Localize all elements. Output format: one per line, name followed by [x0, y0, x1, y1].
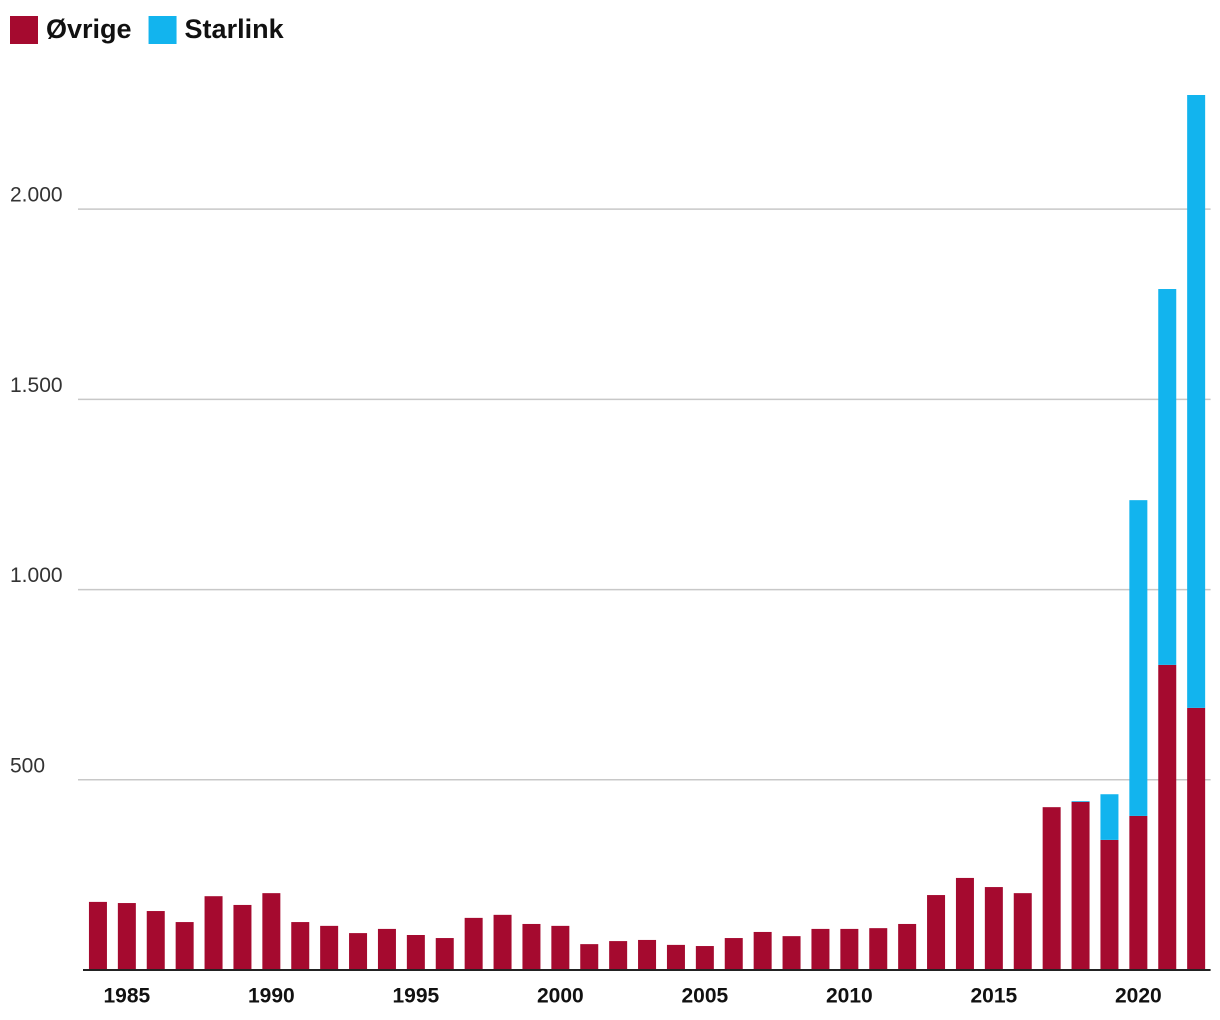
- bar-segment: [753, 931, 772, 970]
- bar-segment: [1071, 801, 1090, 802]
- bar-segment: [1158, 664, 1177, 970]
- bar-segment: [840, 928, 859, 970]
- y-tick-label: 1.500: [10, 374, 63, 397]
- bar-segment: [869, 928, 888, 970]
- bar-segment: [1187, 707, 1206, 970]
- bar-segment: [88, 901, 107, 970]
- x-tick-label: 1990: [248, 985, 295, 1008]
- bar-segment: [175, 922, 194, 970]
- bar-segment: [146, 911, 165, 970]
- bar-segment: [724, 938, 743, 970]
- bar-segment: [349, 933, 368, 970]
- bar-segment: [493, 914, 512, 970]
- x-tick-label: 1985: [103, 985, 150, 1008]
- x-tick-label: 2020: [1115, 985, 1162, 1008]
- bar-segment: [1100, 839, 1119, 970]
- bar-segment: [984, 887, 1003, 970]
- bar-segment: [117, 903, 136, 970]
- bar-segment: [1158, 289, 1177, 665]
- x-tick-label: 1995: [392, 985, 439, 1008]
- y-tick-label: 1.000: [10, 564, 63, 587]
- x-tick-label: 2010: [826, 985, 873, 1008]
- bar-segment: [377, 928, 396, 970]
- x-tick-label: 2015: [970, 985, 1017, 1008]
- bar-segment: [695, 946, 714, 970]
- legend-swatch: [10, 16, 38, 44]
- bar-segment: [1129, 815, 1148, 970]
- bar-segment: [464, 917, 483, 970]
- bar-segment: [782, 936, 801, 970]
- bar-segment: [320, 925, 339, 970]
- y-tick-label: 2.000: [10, 184, 63, 207]
- bar-segment: [666, 944, 685, 970]
- bar-segment: [406, 935, 425, 970]
- legend-label: Starlink: [185, 14, 285, 44]
- bar-segment: [522, 923, 541, 970]
- bar-segment: [1100, 794, 1119, 840]
- legend-swatch: [148, 16, 177, 44]
- x-tick-label: 2000: [537, 985, 584, 1008]
- bar-segment: [204, 896, 223, 970]
- bar-segment: [1129, 500, 1148, 816]
- bar-segment: [262, 893, 281, 970]
- bar-segment: [1013, 893, 1032, 970]
- bar-segment: [580, 944, 599, 970]
- bar-segment: [609, 941, 628, 970]
- bar-segment: [1071, 801, 1090, 970]
- legend-label: Øvrige: [46, 14, 132, 44]
- bar-segment: [955, 877, 974, 970]
- bar-segment: [1042, 807, 1061, 970]
- x-tick-label: 2005: [681, 985, 728, 1008]
- bar-segment: [638, 939, 657, 970]
- bar-segment: [233, 904, 252, 970]
- bar-segment: [898, 923, 917, 970]
- y-tick-label: 500: [10, 754, 45, 777]
- bar-segment: [1187, 95, 1206, 708]
- bar-segment: [551, 925, 570, 970]
- bar-segment: [435, 938, 454, 970]
- bar-segment: [291, 922, 310, 970]
- bar-segment: [811, 928, 830, 970]
- bar-segment: [927, 895, 946, 970]
